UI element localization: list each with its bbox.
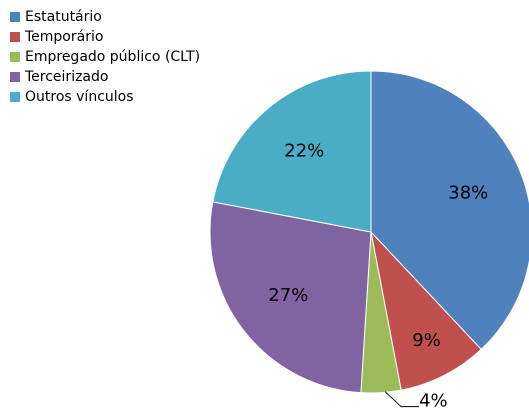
legend-label: Temporário xyxy=(24,29,103,45)
data-label: 27% xyxy=(268,285,308,306)
legend-swatch xyxy=(10,32,20,42)
pie-slice xyxy=(212,70,372,233)
data-label: 38% xyxy=(448,182,488,203)
legend-swatch xyxy=(10,92,20,102)
legend-swatch xyxy=(10,72,20,82)
pie-slice xyxy=(370,230,482,391)
leader-line xyxy=(384,391,420,408)
data-label: 4% xyxy=(419,391,448,410)
legend-label: Terceirizado xyxy=(24,69,108,85)
pie-slice xyxy=(370,70,529,351)
data-label: 9% xyxy=(412,330,441,351)
legend-swatch xyxy=(10,52,20,62)
legend-label: Estatutário xyxy=(25,9,102,25)
pie-slice xyxy=(209,201,372,394)
data-label: 22% xyxy=(284,140,324,161)
legend-label: Outros vínculos xyxy=(25,89,134,105)
legend-swatch xyxy=(10,12,20,22)
legend-label: Empregado público (CLT) xyxy=(25,49,200,65)
